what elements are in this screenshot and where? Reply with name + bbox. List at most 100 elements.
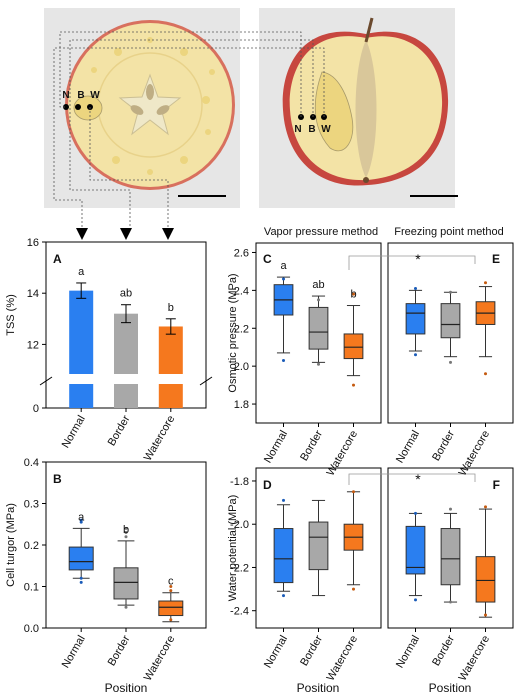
panel-letter-A: A — [53, 252, 62, 266]
outlier-point — [282, 277, 285, 281]
ytick-label-A: 12 — [27, 339, 39, 351]
apple-cross-section — [65, 20, 235, 190]
flesh-spot — [114, 48, 122, 56]
outlier-point — [484, 281, 487, 285]
box-watercore — [343, 333, 364, 360]
box-border — [308, 521, 329, 571]
significance-letter: a — [280, 260, 287, 272]
outlier-point — [317, 298, 320, 302]
significance-bracket-upper — [348, 255, 476, 270]
panel-letter-F: F — [493, 478, 500, 492]
ytick-label-D: -2.0 — [230, 519, 249, 531]
outlier-point — [124, 531, 128, 535]
outlier-point — [449, 600, 452, 604]
ytick-label-D: -1.8 — [230, 476, 249, 488]
xlabel-F: Position — [429, 681, 472, 695]
ytick-label-B: 0.4 — [24, 457, 39, 469]
bar-border — [114, 313, 138, 374]
xtick-label: Border — [106, 413, 133, 448]
ytick-label-C: 2.2 — [234, 323, 249, 335]
core-star — [118, 73, 182, 136]
significance-letter: b — [350, 289, 356, 301]
xlabel-B: Position — [105, 681, 148, 695]
outlier-point — [449, 360, 452, 364]
significance-letter: b — [168, 302, 174, 314]
outlier-point — [79, 576, 83, 580]
flesh-spot — [205, 129, 211, 135]
box-normal — [405, 303, 426, 335]
arrow-normal — [76, 228, 88, 240]
flesh-spot — [180, 156, 188, 164]
apple-calyx — [363, 177, 369, 183]
flesh-spot — [112, 156, 120, 164]
panel-letter-B: B — [53, 472, 62, 486]
panel-letter-D: D — [263, 478, 272, 492]
right-label-watercore: W — [321, 124, 331, 135]
ylabel-D: Water potential (MPa) — [227, 495, 239, 602]
ylabel-C: Osmotic pressure (MPa) — [227, 273, 239, 392]
outlier-point — [124, 535, 128, 539]
panel-letter-E: E — [492, 252, 500, 266]
ytick-label-B: 0.0 — [24, 623, 39, 635]
outlier-point — [124, 605, 128, 609]
significance-star-E: * — [415, 251, 421, 267]
outlier-point — [484, 372, 487, 376]
left-label-normal: N — [62, 90, 69, 101]
outlier-point — [282, 358, 285, 362]
outlier-point — [352, 292, 355, 296]
panel-letter-C: C — [263, 252, 272, 266]
outlier-point — [169, 589, 173, 593]
xtick-label: Border — [106, 633, 133, 668]
seed-2 — [130, 105, 144, 115]
bar-lower-normal — [69, 384, 94, 408]
apple-core-cavity — [355, 40, 377, 178]
xtick-label: Normal — [60, 634, 88, 671]
axis-break-mark-left — [39, 376, 53, 386]
ytick-label-C: 2.6 — [234, 247, 249, 259]
outlier-point — [352, 587, 355, 591]
seed-3 — [156, 105, 170, 115]
outlier-point — [79, 520, 83, 524]
box-normal — [405, 525, 426, 575]
sample-point-border-left — [75, 104, 81, 110]
outlier-point — [169, 585, 173, 588]
outlier-point — [79, 580, 83, 584]
method-vapor-title: Vapor pressure method — [264, 226, 378, 238]
right-label-border: B — [308, 124, 315, 135]
outlier-point — [169, 618, 173, 622]
significance-star-F: * — [415, 471, 421, 487]
outlier-point — [449, 507, 452, 511]
ylabel-B: Cell turgor (MPa) — [5, 503, 17, 587]
xtick-label: Border — [430, 428, 457, 463]
significance-letter: ab — [120, 288, 132, 300]
seed-1 — [146, 84, 154, 100]
outlier-point — [352, 383, 355, 387]
ylabel-A: TSS (%) — [5, 294, 17, 336]
watercore-region-right — [314, 71, 354, 152]
left-label-border: B — [77, 90, 84, 101]
xtick-label: Border — [298, 428, 325, 463]
apple-longitudinal-section — [282, 17, 449, 186]
significance-letter: ab — [312, 279, 324, 291]
xtick-label: Normal — [60, 414, 88, 451]
xtick-label: Watercore — [325, 429, 361, 479]
box-border — [113, 567, 139, 600]
significance-letter: c — [168, 576, 174, 588]
ytick-label-B: 0.1 — [24, 582, 39, 594]
flesh-spot — [202, 96, 210, 104]
apple-stem — [364, 17, 374, 43]
ytick-label-A: 16 — [27, 237, 39, 249]
box-border — [308, 306, 329, 350]
bar-lower-watercore — [158, 384, 183, 408]
outlier-point — [484, 505, 487, 509]
arrow-border — [120, 228, 132, 240]
connector-normal — [59, 31, 302, 117]
ytick-label-B: 0.2 — [24, 540, 39, 552]
xtick-label: Border — [298, 633, 325, 668]
outlier-point — [414, 353, 417, 357]
arrow-watercore — [162, 228, 174, 240]
box-border — [440, 303, 461, 339]
outlier-point — [352, 490, 355, 494]
outlier-point — [124, 526, 128, 530]
